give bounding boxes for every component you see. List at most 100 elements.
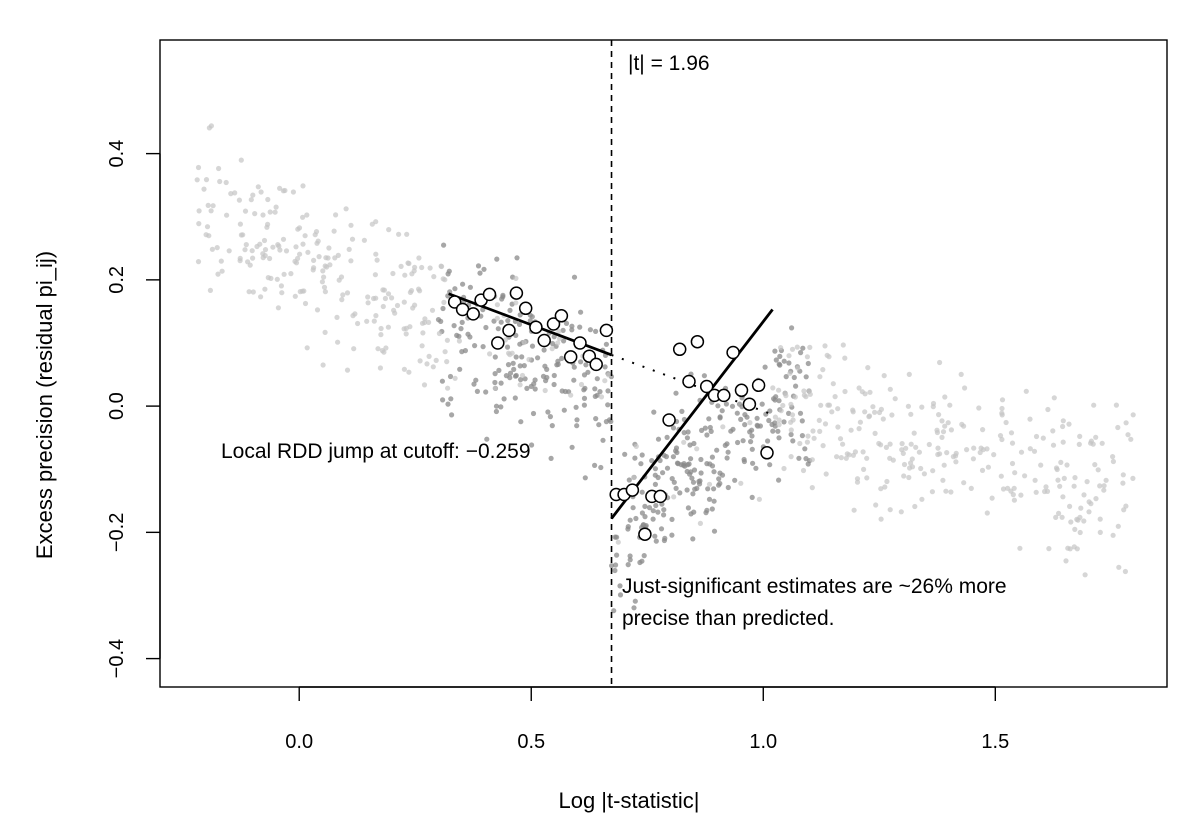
raw-point [788, 454, 794, 460]
raw-point [664, 434, 670, 440]
raw-point [788, 427, 794, 433]
raw-point [626, 477, 632, 483]
raw-point [840, 342, 846, 348]
raw-point [246, 289, 252, 295]
raw-point [272, 209, 278, 215]
raw-point [504, 344, 511, 350]
raw-point [679, 408, 685, 414]
raw-point [605, 402, 611, 408]
raw-point [1055, 477, 1061, 483]
raw-point [203, 177, 210, 183]
raw-point [499, 296, 505, 302]
raw-point [314, 307, 321, 313]
raw-point [627, 517, 633, 523]
raw-point [1038, 462, 1044, 468]
raw-point [1120, 480, 1126, 486]
raw-point [677, 490, 683, 496]
raw-point [498, 404, 504, 410]
raw-point [404, 231, 410, 237]
raw-point [725, 484, 731, 491]
raw-point [706, 416, 712, 422]
raw-point [777, 353, 783, 359]
raw-point [1066, 421, 1072, 427]
raw-point [698, 456, 704, 463]
raw-point [581, 402, 588, 408]
raw-point [1071, 544, 1077, 550]
raw-point [844, 451, 850, 457]
raw-point [788, 419, 794, 425]
raw-point [364, 318, 370, 324]
raw-point [919, 404, 925, 410]
raw-point [386, 227, 392, 233]
raw-point [529, 442, 535, 448]
raw-point [456, 333, 462, 339]
raw-point [759, 401, 765, 407]
raw-point [392, 310, 398, 316]
raw-point [281, 271, 287, 277]
raw-point [748, 439, 754, 445]
raw-point [1113, 402, 1119, 408]
raw-point [1053, 514, 1059, 521]
binned-mean-point [734, 383, 749, 398]
raw-point [340, 292, 346, 298]
raw-point [252, 211, 258, 217]
raw-point [315, 238, 321, 244]
raw-point [280, 236, 287, 242]
raw-point [803, 374, 809, 380]
raw-point [300, 183, 306, 189]
raw-point [258, 189, 264, 195]
raw-point [265, 196, 271, 203]
raw-point [507, 307, 513, 313]
raw-point [290, 189, 296, 195]
raw-point [513, 354, 519, 360]
raw-point [300, 214, 306, 220]
raw-point [882, 484, 888, 490]
raw-point [602, 364, 608, 370]
raw-point [237, 221, 243, 227]
raw-point [673, 445, 680, 451]
raw-point [215, 271, 221, 277]
raw-point [236, 197, 242, 203]
raw-point [1092, 462, 1098, 468]
raw-point [1057, 483, 1063, 489]
raw-point [929, 489, 936, 495]
raw-point [605, 388, 611, 394]
raw-point [426, 353, 432, 359]
raw-point [492, 371, 498, 377]
raw-point [389, 295, 395, 301]
raw-point [1076, 441, 1082, 447]
raw-point [512, 373, 519, 379]
raw-point [587, 327, 594, 333]
raw-point [1067, 546, 1073, 552]
raw-point [792, 394, 798, 400]
raw-point [452, 375, 458, 381]
raw-point [958, 371, 964, 377]
raw-point [786, 360, 792, 366]
raw-point [702, 425, 708, 431]
raw-point [716, 476, 722, 482]
raw-point [639, 489, 645, 495]
raw-point [549, 340, 556, 347]
raw-point [795, 365, 801, 371]
raw-point [1110, 532, 1116, 538]
raw-point [517, 382, 523, 388]
raw-point [207, 287, 213, 293]
raw-point [873, 502, 879, 508]
raw-point [556, 328, 562, 335]
raw-point [687, 442, 693, 448]
raw-point [270, 244, 276, 250]
raw-point [704, 432, 710, 438]
raw-point [778, 408, 784, 414]
raw-point [639, 510, 646, 516]
raw-point [1000, 486, 1007, 492]
raw-point [664, 465, 671, 471]
raw-point [937, 359, 943, 366]
raw-point [961, 423, 967, 429]
raw-point [1072, 526, 1078, 533]
raw-point [542, 363, 548, 369]
raw-point [571, 377, 577, 383]
raw-point [600, 437, 606, 443]
raw-point [909, 464, 916, 470]
raw-point [989, 495, 995, 501]
raw-point [1081, 518, 1087, 524]
